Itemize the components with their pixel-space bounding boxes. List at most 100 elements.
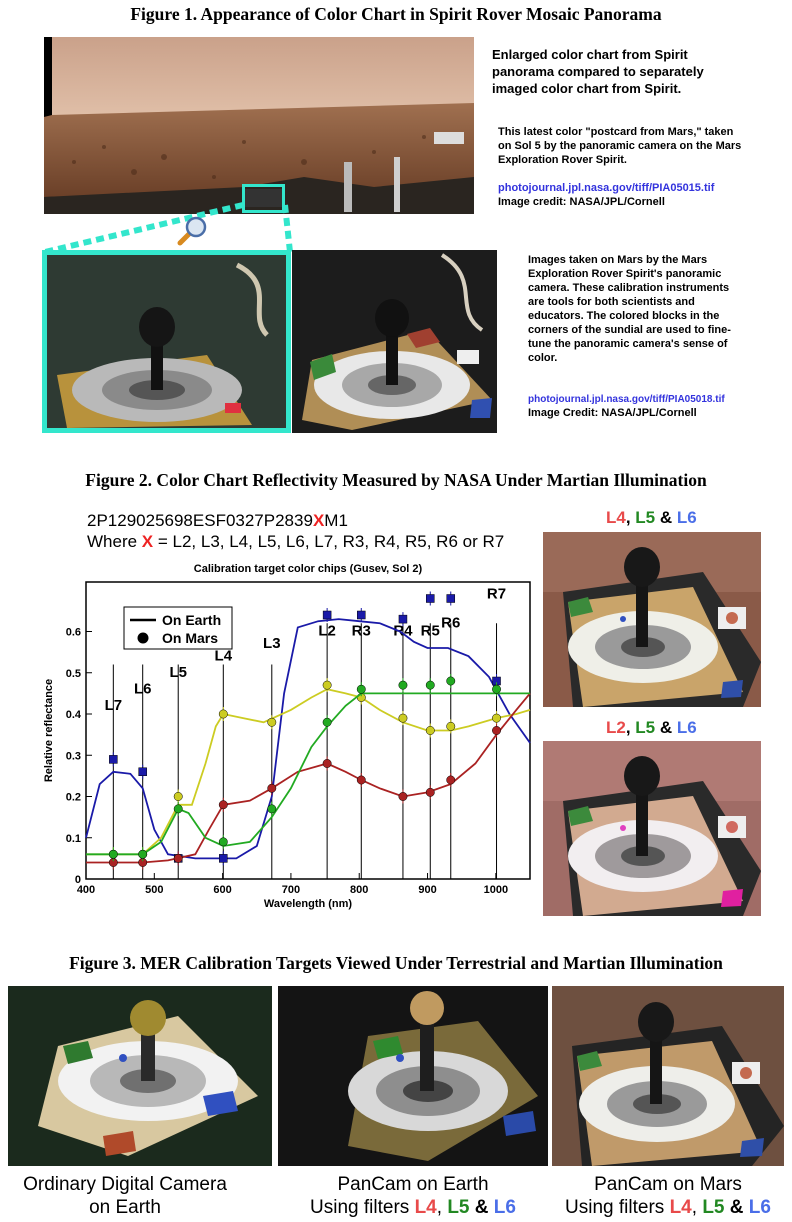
series-4-mars-point: [398, 680, 408, 690]
image-filename: 2P129025698ESF0327P2839XM1: [87, 510, 348, 531]
filter-separator: &: [655, 508, 677, 527]
series-2-mars-point: [322, 680, 332, 690]
filter-label-r6: R6: [441, 614, 460, 631]
series-3-mars-point: [425, 787, 435, 797]
filter-separator: &: [469, 1197, 494, 1218]
where-label: Where: [87, 532, 142, 551]
using-filters-label: Using filters: [565, 1197, 670, 1218]
separate-chart-drawing: [292, 250, 497, 433]
caption-pancam-mars: PanCam on Mars Using filters L4, L5 & L6: [552, 1173, 784, 1219]
series-3-mars-point: [218, 800, 228, 810]
filter-label-l2: L2: [318, 623, 336, 640]
filter-b-l5: L5: [635, 718, 656, 737]
filter-l4: L4: [414, 1197, 437, 1218]
panorama-drawing: [44, 37, 474, 214]
filter-separator: ,: [625, 508, 636, 527]
filename-part-a: 2P129025698ESF0327P2839: [87, 511, 313, 530]
legend-mars-label: On Mars: [162, 630, 218, 646]
series-1-mars-point: [357, 610, 366, 620]
series-4-mars-point: [425, 680, 435, 690]
series-1-mars-point: [426, 594, 435, 603]
series-3-mars-point: [356, 775, 366, 785]
filter-a-l2: L2: [606, 718, 626, 737]
filter-label-l5: L5: [169, 664, 187, 681]
pancam-mars-drawing: [552, 986, 784, 1166]
legend-mars-swatch: [137, 632, 149, 644]
figure-1-title: Figure 1. Appearance of Color Chart in S…: [130, 4, 662, 24]
series-2-mars-point: [267, 717, 277, 727]
reflectance-chart: Calibration target color chips (Gusev, S…: [43, 563, 531, 910]
y-tick-label: 0.6: [66, 627, 81, 639]
x-axis-label: Wavelength (nm): [264, 898, 353, 910]
figure-1-caption-postcard: This latest color "postcard from Mars," …: [498, 126, 742, 166]
series-4-mars-point: [108, 849, 118, 859]
where-x: X: [141, 532, 154, 551]
filter-l4: L4: [669, 1197, 692, 1218]
mars-chart-drawing-2: [543, 741, 761, 916]
filter-label-l7: L7: [105, 697, 123, 714]
figure-2-title: Figure 2. Color Chart Reflectivity Measu…: [85, 470, 707, 490]
filter-a-l4: L4: [606, 508, 626, 527]
series-1-mars-point: [322, 610, 332, 620]
series-4-mars-point: [173, 804, 183, 814]
pancam-mars-image: [552, 986, 784, 1166]
filter-label-l6: L6: [134, 680, 152, 697]
series-1-mars-point: [446, 594, 456, 603]
series-3-mars-point: [446, 775, 456, 785]
y-tick-label: 0.3: [66, 750, 81, 762]
filter-l5: L5: [447, 1197, 470, 1218]
figure-3-title: Figure 3. MER Calibration Targets Viewed…: [69, 953, 723, 973]
series-4-mars-point: [218, 837, 228, 847]
filter-c-l6: L6: [676, 508, 697, 527]
zoom-connector: [44, 202, 293, 255]
filter-separator: ,: [436, 1197, 448, 1218]
filter-b-l5: L5: [635, 508, 656, 527]
caption-pancam-earth-line2: Using filters L4, L5 & L6: [293, 1196, 533, 1219]
pia05015-link[interactable]: photojournal.jpl.nasa.gov/tiff/PIA05015.…: [498, 182, 715, 194]
using-filters-label: Using filters: [310, 1197, 415, 1218]
series-3-mars-point: [398, 792, 408, 801]
series-4-earth-line: [86, 692, 530, 856]
filter-c-l6: L6: [676, 718, 697, 737]
filter-l6: L6: [493, 1197, 516, 1218]
series-2-mars-point: [398, 713, 408, 723]
caption-pancam-mars-line2: Using filters L4, L5 & L6: [552, 1196, 784, 1219]
figure-1-caption-calibration: Images taken on Mars by the Mars Explora…: [528, 254, 731, 364]
y-tick-label: 0.5: [66, 668, 81, 680]
caption-digital-camera-line2: on Earth: [89, 1197, 161, 1218]
filter-label-r4: R4: [393, 623, 413, 640]
caption-pancam-mars-line1: PanCam on Mars: [594, 1174, 742, 1195]
image-2-filters: L2, L5 & L6: [606, 718, 697, 738]
series-4-mars-point: [322, 717, 332, 727]
image-credit-1: Image credit: NASA/JPL/Cornell: [498, 196, 665, 208]
filter-label-l3: L3: [263, 635, 281, 652]
mars-chart-image-l4-l5-l6: [543, 532, 761, 707]
x-tick-label: 600: [213, 884, 231, 896]
series-3-mars-point: [322, 759, 332, 768]
x-tick-label: 400: [77, 884, 95, 896]
pancam-earth-image: [278, 986, 548, 1166]
mars-panorama-image: [44, 37, 474, 214]
separate-color-chart-image: [292, 250, 497, 433]
pancam-earth-drawing: [278, 986, 548, 1166]
series-4-mars-point: [138, 849, 148, 859]
caption-pancam-earth-line1: PanCam on Earth: [337, 1174, 489, 1195]
enlarged-chart-drawing: [47, 255, 286, 428]
series-1-mars-point: [109, 755, 118, 764]
filter-separator: ,: [625, 718, 636, 737]
filename-part-b: M1: [324, 511, 348, 530]
chart-title: Calibration target color chips (Gusev, S…: [194, 563, 423, 575]
x-tick-label: 500: [145, 884, 163, 896]
caption-digital-camera: Ordinary Digital Camera on Earth: [8, 1173, 242, 1219]
series-2-mars-point: [173, 792, 183, 801]
series-1-earth-line: [85, 618, 531, 860]
pia05018-link[interactable]: photojournal.jpl.nasa.gov/tiff/PIA05018.…: [528, 394, 725, 405]
digital-camera-drawing: [8, 986, 272, 1166]
series-2-mars-point: [425, 726, 435, 735]
filter-label-r5: R5: [421, 623, 440, 640]
filter-label-r7: R7: [487, 586, 506, 603]
series-2-mars-point: [218, 709, 228, 719]
caption-pancam-earth: PanCam on Earth Using filters L4, L5 & L…: [293, 1173, 533, 1219]
filter-label-r3: R3: [352, 623, 371, 640]
filter-separator: ,: [691, 1197, 703, 1218]
